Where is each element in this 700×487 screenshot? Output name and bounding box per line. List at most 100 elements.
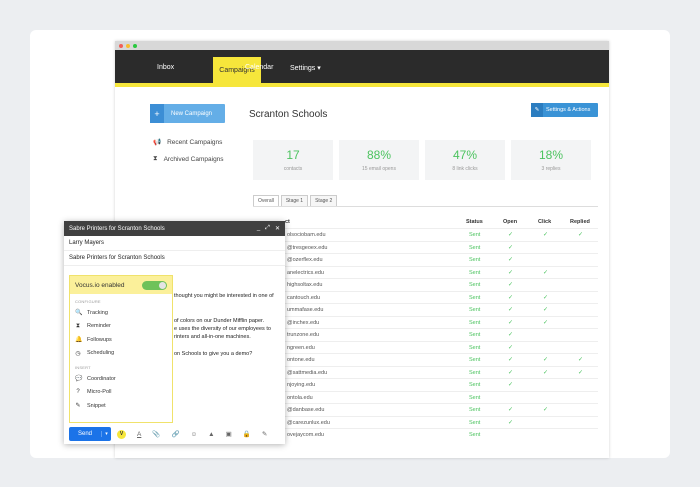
menu-item-snippet[interactable]: ✎ Snippet [70, 399, 172, 413]
table-row[interactable]: @danbase.edu Sent ✓ ✓ [253, 403, 598, 416]
attach-icon[interactable]: 📎 [152, 431, 161, 438]
vocus-enabled-row: Vocus.io enabled [70, 276, 172, 294]
stat-label: 8 link clicks [452, 166, 478, 172]
chat-icon: 💬 [75, 376, 83, 383]
status-text: Sent [469, 244, 481, 251]
stat-label: 3 replies [541, 166, 561, 172]
stat-clicks: 47% 8 link clicks [425, 140, 505, 180]
menu-item-micro-poll[interactable]: ? Micro-Poll [70, 386, 172, 400]
subject-field[interactable]: Sabre Printers for Scranton Schools [64, 251, 285, 266]
send-button[interactable]: Send ▾ [69, 427, 111, 441]
open-check-icon: ✓ [508, 319, 514, 326]
table-row[interactable]: @carezunlux.edu Sent ✓ [253, 415, 598, 429]
recent-campaigns-link[interactable]: 📢 Recent Campaigns [153, 138, 223, 147]
contact-email: highsoltax.edu [287, 282, 323, 288]
open-check-icon: ✓ [508, 294, 514, 301]
table-row[interactable]: ontone.edu Sent ✓ ✓ ✓ [253, 353, 598, 366]
body-line: of colors on our Dunder Mifflin paper. [174, 318, 265, 324]
status-text: Sent [469, 232, 481, 238]
open-check-icon: ✓ [508, 344, 514, 351]
table-row[interactable]: @tresgeoex.edu Sent ✓ [253, 240, 598, 254]
col-replied: Replied [570, 219, 590, 225]
archived-campaigns-link[interactable]: ⧗ Archived Campaigns [153, 155, 224, 163]
recent-campaigns-label: Recent Campaigns [167, 138, 223, 146]
compose-footer: Send ▾ V A 📎 🔗 ☺ ▲ ▣ 🔒 ✎ [69, 427, 267, 441]
replied-check-icon: ✓ [578, 232, 584, 238]
status-text: Sent [469, 432, 481, 438]
status-text: Sent [469, 332, 481, 338]
megaphone-icon: 📢 [153, 139, 162, 146]
click-check-icon: ✓ [543, 269, 549, 276]
stat-replies: 18% 3 replies [511, 140, 591, 180]
compose-title: Sabre Printers for Scranton Schools [69, 225, 165, 232]
menu-item-label: Tracking [87, 309, 108, 316]
signature-icon[interactable]: ✎ [261, 431, 268, 438]
status-text: Sent [469, 369, 481, 376]
expand-icon[interactable]: ⤢ [265, 225, 270, 231]
menu-item-scheduling[interactable]: ◷ Scheduling [70, 347, 172, 361]
menu-item-label: Coordinator [87, 375, 116, 382]
body-line: e uses the diversity of our employees to [174, 326, 271, 332]
status-text: Sent [469, 407, 481, 413]
table-row[interactable]: olsociobam.edu Sent ✓ ✓ ✓ [253, 228, 598, 241]
window-titlebar [115, 41, 609, 50]
status-text: Sent [469, 257, 481, 263]
text-format-icon[interactable]: A [137, 430, 142, 438]
col-status: Status [466, 219, 483, 225]
settings-actions-button[interactable]: ✎ Settings & Actions [531, 103, 598, 117]
link-icon[interactable]: 🔗 [171, 431, 180, 438]
open-check-icon: ✓ [508, 369, 514, 376]
minimize-dot[interactable] [126, 43, 130, 48]
pencil-icon: ✎ [75, 403, 81, 410]
body-line: rinters and all-in-one machines. [174, 334, 251, 340]
table-row[interactable]: @sattmedia.edu Sent ✓ ✓ ✓ [253, 365, 598, 379]
table-row[interactable]: @inchex.edu Sent ✓ ✓ [253, 315, 598, 329]
nav-settings[interactable]: Settings ▾ [290, 65, 321, 72]
stat-value: 88% [366, 148, 392, 162]
table-row[interactable]: highsoltax.edu Sent ✓ [253, 278, 598, 291]
clock-icon: ◷ [75, 350, 81, 357]
new-campaign-button[interactable]: + New Campaign [150, 104, 225, 123]
table-row[interactable]: ovejaycom.edu Sent [253, 428, 598, 441]
table-row[interactable]: trunzone.edu Sent ✓ [253, 328, 598, 341]
menu-item-followups[interactable]: 🔔 Followups [70, 333, 172, 347]
vocus-icon[interactable]: V [117, 429, 126, 439]
stat-value: 47% [452, 148, 478, 162]
lock-icon[interactable]: 🔒 [242, 431, 251, 438]
menu-item-label: Followups [87, 336, 112, 343]
status-text: Sent [469, 394, 481, 401]
table-row[interactable]: ontola.edu Sent [253, 390, 598, 404]
table-row[interactable]: njoying.edu Sent ✓ [253, 378, 598, 391]
menu-item-reminder[interactable]: ⧗ Reminder [70, 320, 172, 334]
compose-header: Sabre Printers for Scranton Schools _ ⤢ … [64, 221, 285, 236]
nav-campaigns[interactable]: Campaigns [213, 57, 261, 83]
emoji-icon[interactable]: ☺ [190, 430, 198, 438]
close-icon[interactable]: ✕ [274, 226, 280, 232]
col-contact: ct [285, 219, 290, 225]
menu-item-coordinator[interactable]: 💬 Coordinator [70, 372, 172, 386]
close-dot[interactable] [119, 43, 123, 48]
table-row[interactable]: anelectrics.edu Sent ✓ ✓ [253, 265, 598, 279]
click-check-icon: ✓ [543, 232, 549, 238]
minimize-icon[interactable]: _ [256, 225, 261, 231]
tab-overall[interactable]: Overall [253, 195, 279, 207]
col-open: Open [503, 219, 518, 225]
contact-email: @ozerflex.edu [287, 257, 323, 263]
table-row[interactable]: ngreen.edu Sent ✓ [253, 340, 598, 354]
click-check-icon: ✓ [543, 294, 549, 301]
table-row[interactable]: @ozerflex.edu Sent ✓ [253, 253, 598, 266]
image-icon[interactable]: ▣ [225, 431, 232, 438]
menu-item-tracking[interactable]: 🔍 Tracking [70, 306, 172, 320]
nav-inbox[interactable]: Inbox [157, 64, 175, 71]
open-check-icon: ✓ [508, 232, 514, 238]
drive-icon[interactable]: ▲ [208, 430, 215, 438]
contact-email: olsociobam.edu [287, 232, 326, 238]
send-options-icon[interactable]: ▾ [101, 431, 111, 437]
table-row[interactable]: ummafase.edu Sent ✓ ✓ [253, 303, 598, 316]
to-field[interactable]: Larry Mayers [64, 236, 285, 251]
nav-calendar[interactable]: Calendar [245, 64, 274, 71]
vocus-toggle[interactable] [142, 280, 167, 290]
settings-actions-label: Settings & Actions [546, 107, 591, 113]
table-row[interactable]: cantouch.edu Sent ✓ ✓ [253, 290, 598, 304]
maximize-dot[interactable] [133, 43, 137, 48]
